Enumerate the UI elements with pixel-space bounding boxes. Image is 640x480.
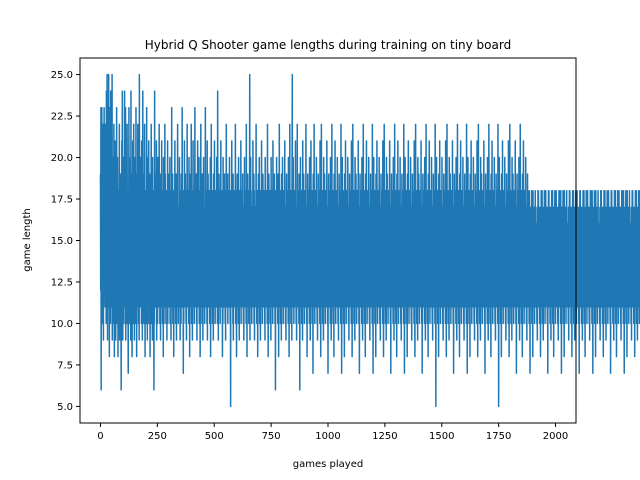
plot-area: 0 250 500 750 1000 1250 1500 1750 2000 5.0 7.5 10.…	[51, 57, 640, 442]
y-tick-label: 20.0	[51, 153, 73, 164]
x-axis-ticks: 0 250 500 750 1000 1250 1500 1750 2000	[97, 423, 568, 442]
y-tick-label: 7.5	[57, 360, 73, 371]
x-tick-label: 1250	[372, 431, 397, 442]
y-tick-label: 10.0	[51, 319, 73, 330]
x-tick-label: 500	[205, 431, 224, 442]
x-tick-label: 750	[262, 431, 281, 442]
y-tick-label: 22.5	[51, 112, 73, 123]
y-axis-ticks: 5.0 7.5 10.0 12.5 15.0 17.5 20.0 22.5 25.0	[51, 70, 80, 413]
y-tick-label: 5.0	[57, 402, 73, 413]
x-tick-label: 250	[148, 431, 167, 442]
x-axis-label: games played	[293, 459, 363, 470]
x-tick-label: 2000	[543, 431, 568, 442]
y-axis-label: game length	[22, 208, 33, 271]
y-tick-label: 15.0	[51, 236, 73, 247]
x-tick-label: 1000	[315, 431, 340, 442]
x-tick-label: 1750	[486, 431, 511, 442]
series-line-0	[99, 73, 640, 408]
y-tick-label: 17.5	[51, 195, 73, 206]
x-tick-label: 1500	[429, 431, 454, 442]
y-tick-label: 25.0	[51, 70, 73, 81]
chart-title: Hybrid Q Shooter game lengths during tra…	[145, 38, 511, 52]
y-tick-label: 12.5	[51, 277, 73, 288]
series-layer	[99, 73, 640, 408]
x-tick-label: 0	[97, 431, 103, 442]
